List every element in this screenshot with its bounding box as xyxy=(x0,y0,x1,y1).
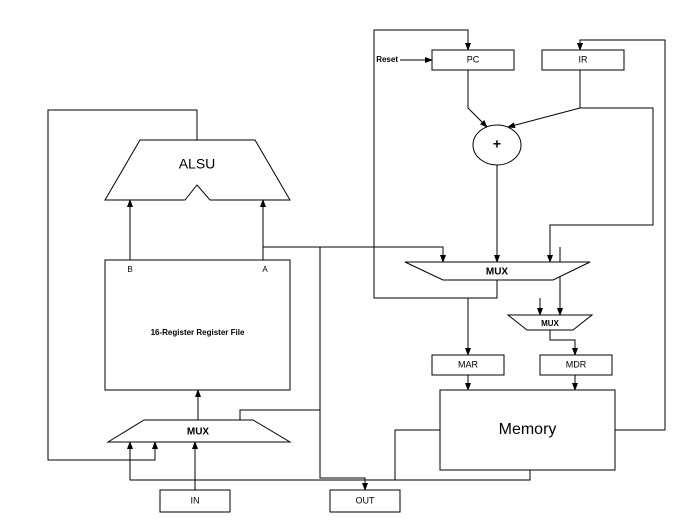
labels.memory: Memory xyxy=(499,421,557,438)
labels.pc: PC xyxy=(467,54,480,64)
labels.portB: B xyxy=(127,265,132,274)
wire-smux-out xyxy=(550,330,575,355)
wire-ir-to-adder xyxy=(508,70,580,127)
labels.out: OUT xyxy=(356,495,376,505)
labels.mar: MAR xyxy=(458,359,479,369)
labels.ir: IR xyxy=(579,54,589,64)
labels.mux_bottom: MUX xyxy=(187,427,210,438)
wire-mem-out-down xyxy=(395,430,440,480)
labels.regfile: 16-Register Register File xyxy=(151,328,245,337)
labels.plus: + xyxy=(493,136,501,152)
labels.portA: A xyxy=(262,265,268,274)
wire-ir-down-mux xyxy=(550,108,653,262)
labels.mux_top: MUX xyxy=(486,267,509,278)
labels.reset: Reset xyxy=(376,55,398,64)
labels.in: IN xyxy=(191,495,200,505)
wire-pc-to-adder xyxy=(468,70,487,127)
regfile-box xyxy=(105,260,290,390)
labels.mdr: MDR xyxy=(566,359,587,369)
cpu-datapath-diagram: Reset PC IR + ALSU B A 16-Register Register Fil… xyxy=(0,0,691,523)
labels.mux_small: MUX xyxy=(541,319,559,328)
labels.alsu: ALSU xyxy=(179,156,216,172)
wire-a-to-out xyxy=(320,247,365,490)
